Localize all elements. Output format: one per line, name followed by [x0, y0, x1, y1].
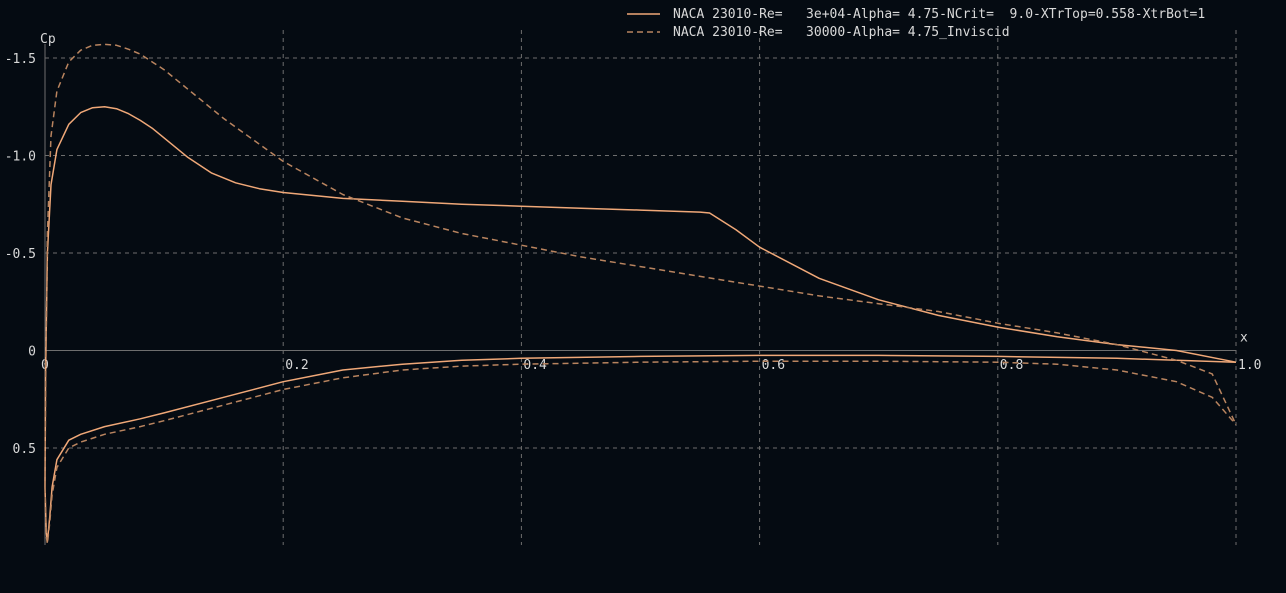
legend: NACA 23010-Re= 3e+04-Alpha= 4.75-NCrit= …	[627, 7, 1205, 40]
x-tick-label: 0.2	[285, 358, 308, 373]
legend-label-1: NACA 23010-Re= 3e+04-Alpha= 4.75-NCrit= …	[673, 7, 1205, 22]
series-lines	[44, 43, 1237, 545]
x-axis-title: x	[1240, 331, 1248, 346]
series-1-lower-line	[44, 354, 1237, 543]
x-tick-label: 1.0	[1238, 358, 1261, 373]
y-tick-label: -1.5	[5, 52, 36, 67]
series-2-upper-line	[44, 43, 1237, 488]
series-2-lower-line	[44, 360, 1237, 545]
x-tick-label: 0.6	[762, 358, 785, 373]
y-tick-label: -1.0	[5, 150, 36, 165]
legend-label-2: NACA 23010-Re= 30000-Alpha= 4.75_Invisci…	[673, 25, 1010, 40]
x-tick-label: 0.4	[523, 358, 547, 373]
y-tick-label: -0.5	[5, 247, 36, 262]
y-tick-label: 0	[28, 345, 36, 360]
series-1-upper-line	[44, 106, 1237, 488]
grid	[45, 30, 1237, 545]
y-tick-label: 0.5	[13, 442, 36, 457]
y-axis-title: Cp	[40, 32, 56, 47]
x-tick-label: 0.8	[1000, 358, 1023, 373]
